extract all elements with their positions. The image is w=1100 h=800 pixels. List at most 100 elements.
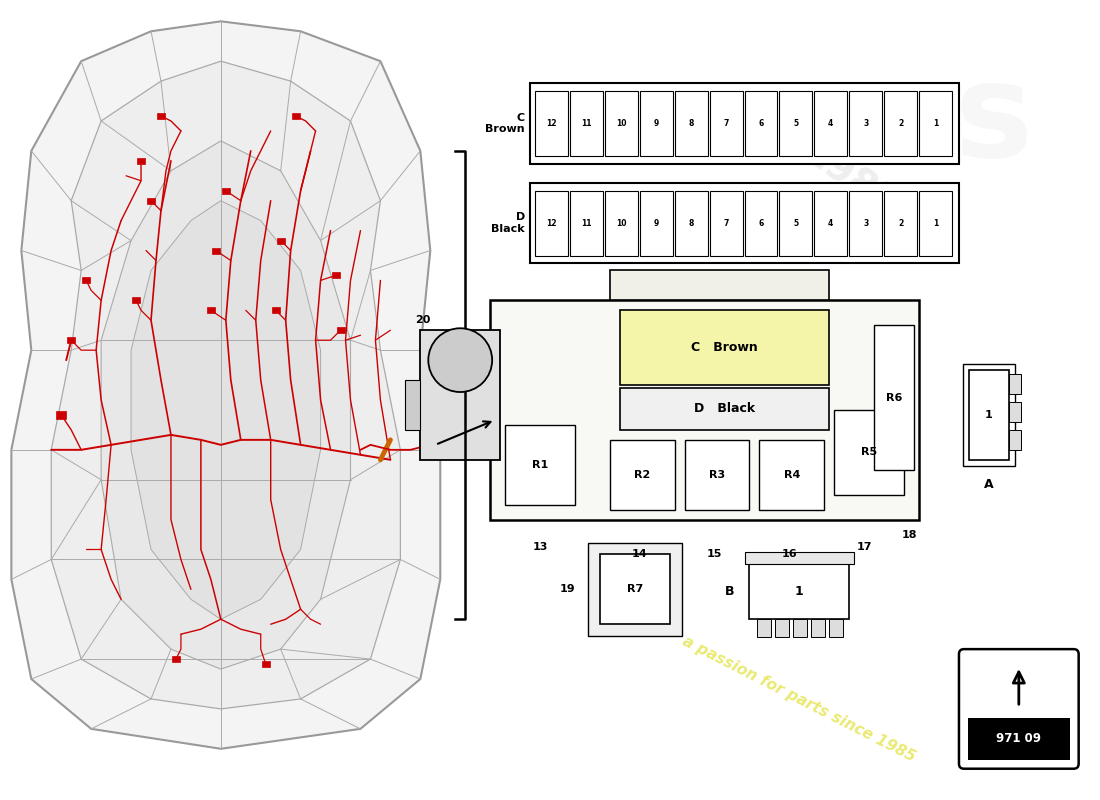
Bar bbox=[212, 247, 220, 254]
Bar bbox=[570, 91, 603, 156]
Bar bbox=[710, 190, 742, 255]
Bar bbox=[420, 330, 500, 460]
Bar bbox=[331, 273, 340, 278]
Text: 18: 18 bbox=[901, 530, 916, 539]
Bar bbox=[406, 380, 420, 430]
Text: D   Black: D Black bbox=[694, 402, 755, 415]
Text: 8: 8 bbox=[689, 119, 694, 128]
Bar bbox=[684, 440, 749, 510]
Bar bbox=[530, 182, 959, 263]
Bar bbox=[962, 364, 1015, 466]
Text: 6: 6 bbox=[758, 218, 763, 228]
Text: D
Black: D Black bbox=[492, 212, 525, 234]
Circle shape bbox=[428, 328, 492, 392]
Text: 4: 4 bbox=[828, 119, 834, 128]
Text: 3: 3 bbox=[864, 119, 868, 128]
Bar bbox=[147, 198, 155, 204]
Bar bbox=[530, 83, 959, 164]
Bar bbox=[812, 619, 825, 637]
Bar bbox=[600, 554, 670, 624]
Bar bbox=[745, 91, 778, 156]
Bar bbox=[609, 270, 829, 300]
Bar bbox=[745, 553, 855, 565]
Bar bbox=[1009, 374, 1021, 394]
Bar bbox=[67, 338, 75, 343]
Bar bbox=[605, 190, 638, 255]
Text: 6: 6 bbox=[758, 119, 763, 128]
Bar bbox=[920, 91, 951, 156]
Bar bbox=[56, 411, 66, 419]
Bar bbox=[505, 425, 575, 505]
Bar bbox=[337, 327, 344, 334]
Text: C
Brown: C Brown bbox=[485, 113, 525, 134]
Text: R2: R2 bbox=[634, 470, 650, 480]
Text: R4: R4 bbox=[783, 470, 800, 480]
Bar bbox=[207, 307, 215, 314]
Bar bbox=[776, 619, 790, 637]
Bar bbox=[535, 190, 568, 255]
Bar bbox=[609, 440, 674, 510]
Text: 2: 2 bbox=[898, 218, 903, 228]
Text: 2: 2 bbox=[898, 119, 903, 128]
Bar bbox=[570, 190, 603, 255]
Bar bbox=[780, 91, 812, 156]
Bar bbox=[619, 388, 829, 430]
Text: 17: 17 bbox=[857, 542, 872, 553]
Text: 16: 16 bbox=[782, 550, 797, 559]
Bar bbox=[605, 91, 638, 156]
Text: 971 09: 971 09 bbox=[997, 733, 1042, 746]
FancyBboxPatch shape bbox=[959, 649, 1079, 769]
Text: R5: R5 bbox=[861, 447, 878, 458]
Text: 1: 1 bbox=[933, 119, 938, 128]
Bar bbox=[1009, 402, 1021, 422]
Text: 13: 13 bbox=[532, 542, 548, 553]
Bar bbox=[814, 190, 847, 255]
Bar bbox=[758, 619, 771, 637]
Polygon shape bbox=[11, 22, 440, 749]
Text: 12: 12 bbox=[547, 119, 557, 128]
Text: 10: 10 bbox=[616, 218, 627, 228]
Text: 15: 15 bbox=[707, 550, 723, 559]
Text: 4: 4 bbox=[828, 218, 834, 228]
Text: 1: 1 bbox=[984, 410, 993, 420]
Bar bbox=[874, 326, 914, 470]
Bar bbox=[780, 190, 812, 255]
Bar bbox=[619, 310, 829, 385]
Text: 11: 11 bbox=[581, 218, 592, 228]
Text: 11: 11 bbox=[581, 119, 592, 128]
Bar bbox=[884, 190, 917, 255]
Text: 20: 20 bbox=[415, 315, 430, 326]
Polygon shape bbox=[52, 61, 400, 709]
Bar bbox=[814, 91, 847, 156]
Text: a passion for parts since 1985: a passion for parts since 1985 bbox=[681, 634, 918, 765]
Text: 3: 3 bbox=[864, 218, 868, 228]
Bar bbox=[292, 113, 299, 119]
Bar bbox=[640, 190, 673, 255]
Text: 10: 10 bbox=[616, 119, 627, 128]
Bar bbox=[272, 307, 279, 314]
Text: R1: R1 bbox=[532, 460, 548, 470]
Bar bbox=[277, 238, 285, 243]
Text: 5: 5 bbox=[793, 119, 799, 128]
Text: 9: 9 bbox=[653, 218, 659, 228]
Text: C   Brown: C Brown bbox=[691, 341, 758, 354]
Polygon shape bbox=[101, 141, 351, 669]
Text: 9: 9 bbox=[653, 119, 659, 128]
Bar bbox=[674, 190, 707, 255]
Text: 19: 19 bbox=[559, 584, 575, 594]
Text: 1985: 1985 bbox=[794, 134, 904, 227]
Text: R3: R3 bbox=[710, 470, 725, 480]
Text: B: B bbox=[725, 586, 735, 598]
Bar bbox=[1009, 430, 1021, 450]
Text: es: es bbox=[865, 58, 1033, 185]
Text: R6: R6 bbox=[886, 393, 902, 402]
Bar bbox=[262, 661, 270, 667]
Bar bbox=[82, 278, 90, 283]
Text: 1: 1 bbox=[933, 218, 938, 228]
Bar bbox=[587, 542, 682, 636]
Text: 7: 7 bbox=[724, 218, 728, 228]
Bar bbox=[132, 298, 140, 303]
Bar bbox=[535, 91, 568, 156]
Bar bbox=[759, 440, 824, 510]
Text: A: A bbox=[984, 478, 993, 491]
